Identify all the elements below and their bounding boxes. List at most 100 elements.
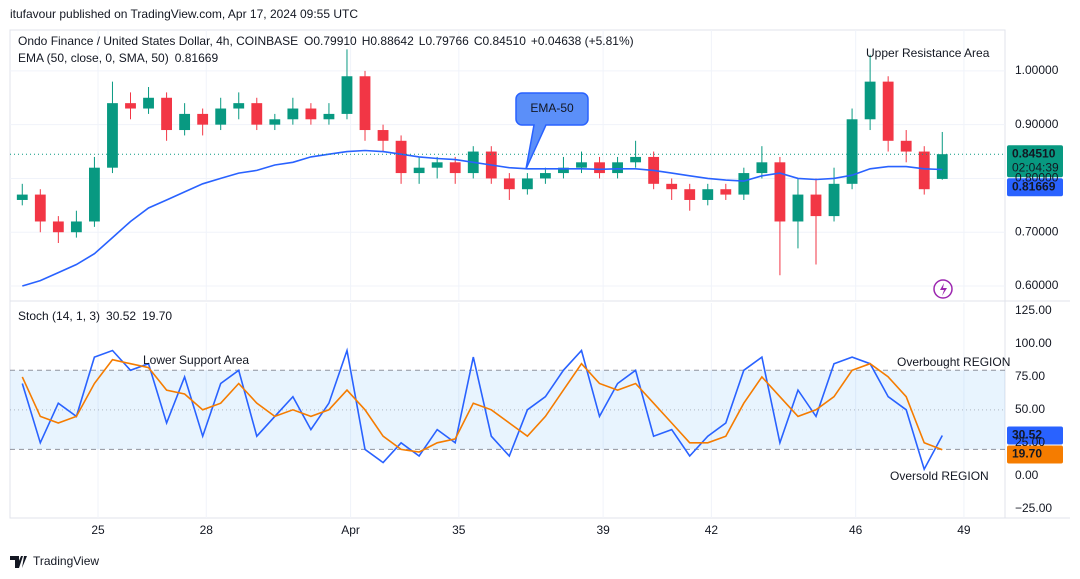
chart-title: Ondo Finance / United States Dollar, 4h,… — [18, 34, 298, 48]
price-tag — [1007, 178, 1063, 197]
annotation: Upper Resistance Area — [866, 46, 990, 60]
alert-circle — [933, 279, 953, 299]
y-tick-label: 25.00 — [1015, 435, 1045, 449]
candle-body — [503, 178, 515, 190]
candle-body — [738, 173, 750, 195]
ohlc-value: C0.84510 — [474, 34, 526, 48]
candle-body — [161, 97, 172, 131]
labels-layer: 25 28 Apr 35 39 42 46 490.600000.700000.800000.… — [18, 34, 1059, 537]
candle-body — [215, 108, 227, 125]
candle-body — [233, 103, 245, 109]
candle-body — [882, 81, 894, 141]
band-fill — [10, 370, 1005, 450]
candle-body — [413, 167, 425, 174]
x-tick-label: 25 — [91, 523, 105, 537]
marks-layer — [10, 49, 1063, 472]
candle-body — [251, 103, 263, 125]
legend-value: 19.70 — [142, 309, 172, 323]
indicator-title: Stoch (14, 1, 3) — [18, 309, 100, 323]
price-tag-label: 0.81669 — [1012, 179, 1056, 193]
price-tag-label: 30.52 — [1012, 428, 1042, 442]
ohlc-value: H0.88642 — [362, 34, 414, 48]
alert-bolt — [940, 283, 947, 296]
legend-value: 30.52 — [106, 309, 136, 323]
y-tick-label: 1.00000 — [1015, 63, 1059, 77]
candle-body — [431, 162, 443, 168]
price-tag — [1007, 445, 1063, 464]
candle-body — [107, 103, 118, 168]
candle-body — [594, 162, 605, 174]
x-tick-label: 42 — [705, 523, 719, 537]
y-tick-label: 125.00 — [1015, 303, 1052, 317]
y-tick-label: 100.00 — [1015, 336, 1052, 350]
candle-body — [900, 140, 912, 152]
y-tick-label: 50.00 — [1015, 402, 1045, 416]
x-tick-label: 49 — [957, 523, 971, 537]
candle-body — [34, 194, 46, 222]
candle-body — [179, 113, 191, 131]
candle-body — [305, 108, 317, 120]
x-tick-label: Apr — [341, 523, 360, 537]
ohlc-value: +0.04638 (+5.81%) — [531, 34, 634, 48]
y-tick-label: 75.00 — [1015, 369, 1045, 383]
price-tag — [1007, 426, 1063, 445]
candle-body — [52, 221, 64, 233]
candle-body — [395, 140, 407, 174]
candle-body — [612, 162, 623, 174]
candle-body — [756, 162, 768, 174]
legend-entry: EMA (50, close, 0, SMA, 50) — [18, 51, 169, 65]
ohlc-value: L0.79766 — [419, 34, 469, 48]
annotation: Lower Support Area — [143, 353, 249, 367]
candle-body — [774, 162, 786, 222]
callout-label: EMA-50 — [530, 101, 574, 115]
price-tag-label: 19.70 — [1012, 447, 1042, 461]
y-tick-label: 0.00 — [1015, 468, 1039, 482]
callout — [515, 92, 589, 170]
candle-body — [16, 194, 28, 200]
candle-body — [828, 183, 840, 217]
x-tick-label: 46 — [849, 523, 863, 537]
y-tick-label: 0.80000 — [1015, 171, 1059, 185]
x-tick-label: 35 — [452, 523, 466, 537]
stoch-line — [21, 347, 944, 472]
candle-body — [449, 162, 461, 174]
stoch-line — [21, 358, 943, 453]
logo-icon — [10, 556, 27, 568]
candle-body — [341, 76, 353, 114]
candle-body — [684, 189, 696, 200]
candle-body — [359, 76, 371, 131]
candle-body — [702, 189, 714, 200]
legend-value: 0.81669 — [175, 51, 219, 65]
candle-body — [918, 151, 930, 190]
price-tag — [1007, 145, 1063, 178]
footer-logo: TradingView — [10, 554, 99, 568]
candle-body — [558, 167, 569, 174]
y-tick-label: 0.90000 — [1015, 117, 1059, 131]
x-tick-label: 39 — [596, 523, 610, 537]
candle-body — [936, 154, 948, 179]
x-tick-label: 28 — [200, 523, 214, 537]
annotation: Oversold REGION — [890, 469, 989, 483]
ema-line — [22, 149, 943, 287]
candle-body — [143, 97, 154, 109]
candle-body — [846, 119, 858, 184]
candle-body — [89, 167, 100, 222]
candle-body — [269, 119, 281, 125]
y-tick-label: 0.60000 — [1015, 278, 1059, 292]
candle-body — [792, 194, 804, 222]
candle-body — [576, 162, 587, 168]
candle-body — [720, 189, 732, 195]
alert-icon — [933, 279, 953, 299]
candle-body — [539, 173, 551, 179]
candle-body — [70, 221, 82, 233]
candle-body — [630, 156, 642, 163]
candle-body — [323, 113, 335, 120]
ohlc-value: O0.79910 — [304, 34, 357, 48]
footer-text: TradingView — [33, 554, 99, 568]
candle-body — [377, 130, 389, 141]
candle-body — [125, 103, 136, 109]
candle-body — [197, 113, 209, 125]
y-tick-label: −25.00 — [1015, 501, 1052, 515]
candle-body — [810, 194, 822, 217]
